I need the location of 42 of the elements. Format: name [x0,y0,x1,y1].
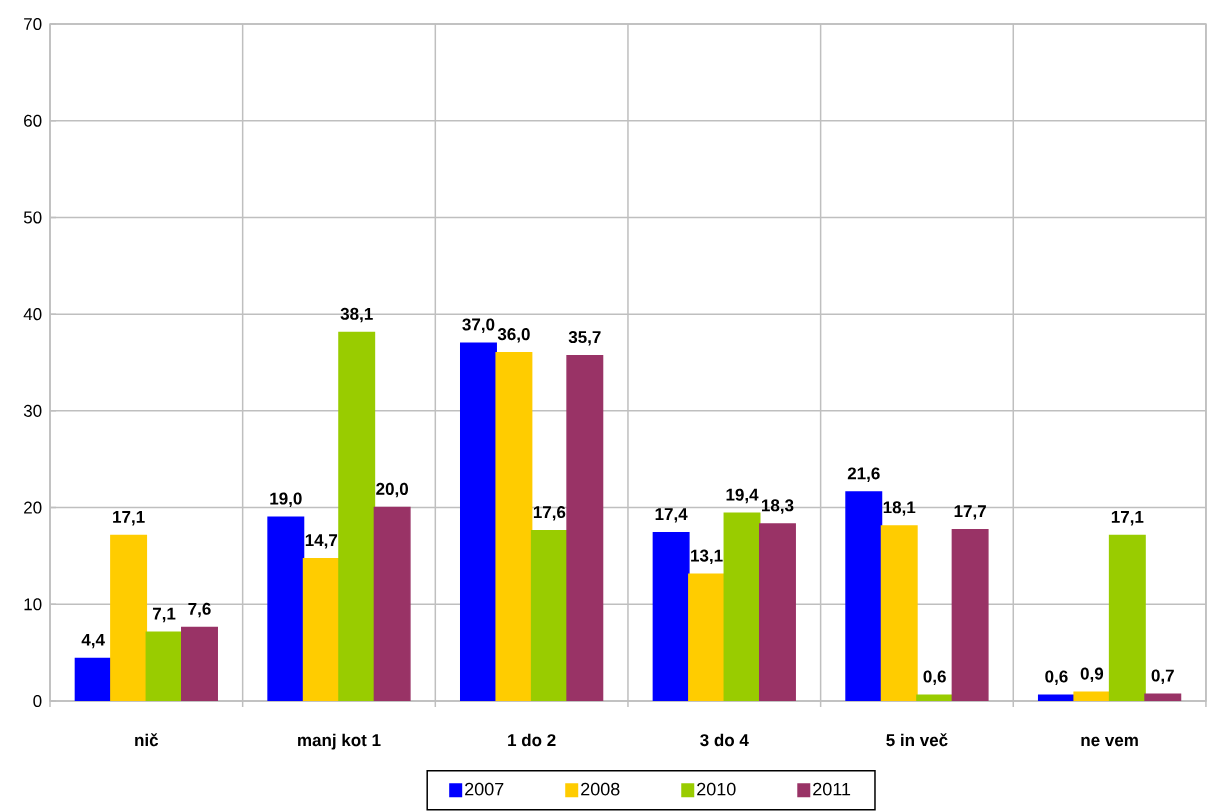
x-tick-label: ne vem [1081,736,1138,747]
legend-label: 2008 [581,782,620,796]
data-label: 35,7 [568,331,601,346]
x-tick-label: manj kot 1 [298,733,381,750]
data-label: 19,4 [726,488,759,504]
data-label: 36,0 [497,328,530,343]
y-tick-label: 20 [24,501,42,514]
data-label: 17,4 [655,508,688,523]
data-label: 0,9 [1080,667,1104,683]
legend-label: 2010 [697,782,736,796]
y-tick-label: 60 [24,114,42,127]
y-tick-label: 30 [23,404,42,417]
data-label: 18,1 [883,501,916,516]
data-label: 17,1 [1111,511,1144,526]
x-tick-label: nič [135,733,159,747]
x-tick-label: 5 in več [886,733,948,747]
y-tick-label: 0 [33,694,42,708]
y-tick-label: 50 [23,211,42,224]
data-label: 37,0 [462,318,495,333]
data-label: 14,7 [305,534,338,549]
y-tick-label: 10 [24,598,42,611]
data-label: 21,6 [847,467,880,482]
legend-label: 2011 [813,782,851,796]
data-label: 18,3 [762,499,794,514]
data-label: 17,6 [533,506,566,521]
data-label: 13,1 [691,549,723,565]
data-label: 7,1 [152,607,176,623]
data-label: 0,6 [923,670,946,685]
data-label: 17,1 [113,511,145,526]
y-tick-label: 40 [23,308,42,321]
data-label: 7,6 [188,602,211,618]
data-label: 20,0 [376,482,408,498]
data-label: 0,6 [1045,670,1068,685]
x-tick-label: 3 do 4 [700,733,749,747]
legend-label: 2007 [465,782,504,796]
data-label: 0,7 [1151,669,1174,685]
data-label: 17,7 [954,505,986,520]
data-label: 19,0 [270,492,302,508]
x-tick-label: 1 do 2 [508,733,556,747]
data-label: 38,1 [340,307,373,323]
y-tick-label: 70 [24,17,42,31]
data-label: 4,4 [81,633,105,649]
